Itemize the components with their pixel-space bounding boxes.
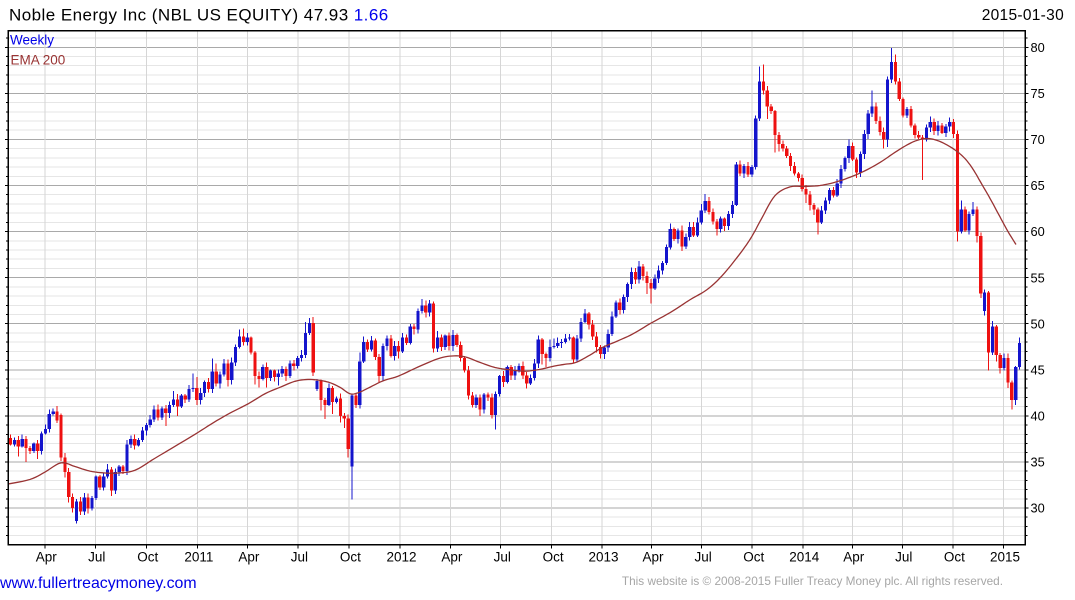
svg-text:2015-01-30: 2015-01-30 [982,7,1064,24]
svg-text:70: 70 [1031,132,1045,147]
svg-text:Apr: Apr [238,550,260,565]
svg-text:60: 60 [1031,224,1045,239]
svg-text:Apr: Apr [642,550,664,565]
svg-text:Oct: Oct [743,550,764,565]
svg-text:75: 75 [1031,86,1045,101]
svg-text:50: 50 [1031,316,1045,331]
svg-text:2014: 2014 [789,550,820,565]
svg-text:Oct: Oct [340,550,361,565]
svg-text:45: 45 [1031,362,1045,377]
svg-text:Noble Energy Inc (NBL US EQUIT: Noble Energy Inc (NBL US EQUITY) 47.93 1… [9,6,389,25]
svg-text:www.fullertreacymoney.com: www.fullertreacymoney.com [0,575,197,592]
svg-text:Apr: Apr [441,550,463,565]
svg-text:55: 55 [1031,270,1045,285]
svg-text:Oct: Oct [137,550,158,565]
svg-text:Jul: Jul [494,550,511,565]
svg-text:65: 65 [1031,178,1045,193]
svg-text:Weekly: Weekly [10,32,54,47]
svg-text:Oct: Oct [543,550,564,565]
svg-text:Jul: Jul [895,550,912,565]
svg-text:2015: 2015 [990,550,1020,565]
svg-text:Jul: Jul [291,550,308,565]
svg-text:40: 40 [1031,409,1045,424]
svg-text:Apr: Apr [36,550,58,565]
svg-text:35: 35 [1031,455,1045,470]
svg-text:Jul: Jul [88,550,105,565]
svg-text:EMA 200: EMA 200 [11,52,66,67]
svg-text:This website is © 2008-2015 Fu: This website is © 2008-2015 Fuller Treac… [622,574,1003,588]
svg-text:Apr: Apr [843,550,865,565]
svg-text:2013: 2013 [588,550,618,565]
svg-text:30: 30 [1031,501,1045,516]
svg-text:2011: 2011 [184,550,213,565]
svg-text:80: 80 [1031,40,1045,55]
svg-text:Jul: Jul [694,550,711,565]
svg-text:2012: 2012 [386,550,416,565]
svg-text:Oct: Oct [944,550,965,565]
